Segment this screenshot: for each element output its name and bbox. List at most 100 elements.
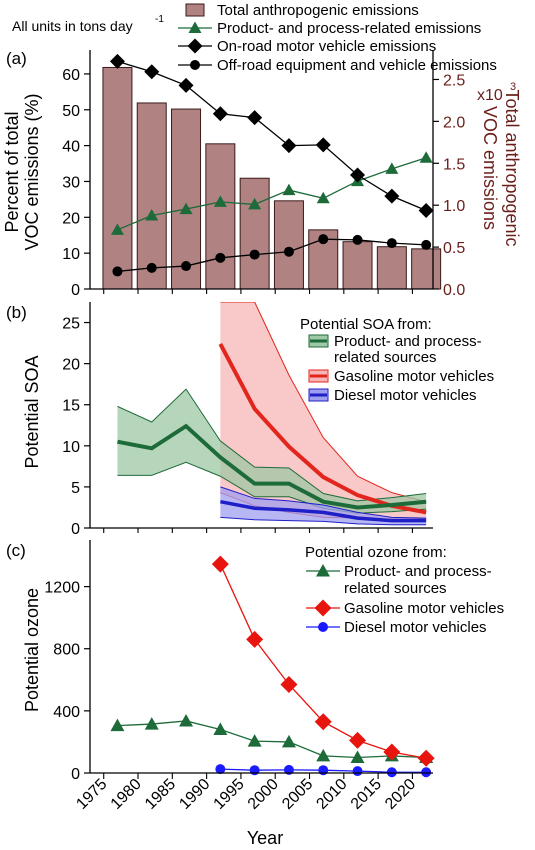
- panel-b-plot: [117, 302, 427, 526]
- total-emissions-bar: [342, 241, 373, 290]
- offroad-emissions-point: [386, 238, 397, 249]
- tick-label-c-left: 400: [53, 704, 80, 721]
- tick-label-b-left: 0: [71, 521, 80, 538]
- onroad-emissions-point: [384, 188, 400, 204]
- onroad-emissions-point: [178, 77, 194, 93]
- tick-label-x: 1985: [142, 776, 179, 813]
- total-emissions-bar: [102, 66, 133, 290]
- ozone-diesel-point: [421, 767, 432, 778]
- ozone-product-point: [179, 713, 194, 727]
- tick-label-a-right: 2.0: [443, 114, 465, 131]
- tick-label-c-left: 800: [53, 642, 80, 659]
- tick-label-x: 2005: [279, 776, 316, 813]
- offroad-emissions-line: [117, 238, 427, 273]
- legend-b-label-diesel: Diesel motor vehicles: [334, 387, 477, 404]
- tick-label-a-left: 40: [62, 139, 80, 156]
- ozone-product-point: [110, 718, 125, 732]
- product-emissions-point: [145, 209, 159, 221]
- tick-label-c-left: 1200: [44, 580, 80, 597]
- tick-label-x: 1995: [211, 776, 248, 813]
- right-multiplier: x10: [477, 87, 503, 104]
- total-emissions-bar: [376, 246, 407, 290]
- ozone-gasoline-point: [280, 675, 298, 693]
- legend-label-onroad: On-road motor vehicle emissions: [217, 38, 436, 55]
- legend-c-label-product-1: Product- and process-: [344, 563, 492, 580]
- panel-label-b: (b): [6, 303, 27, 322]
- soa-gasoline-upper-bound: [220, 302, 427, 503]
- ylabel-a-right-2: VOC emissions: [480, 106, 500, 230]
- ozone-product-point: [281, 734, 296, 748]
- product-emissions-point: [213, 195, 227, 207]
- legend-b-label-product-2: related sources: [334, 349, 437, 366]
- ozone-gasoline-point: [383, 743, 401, 761]
- offroad-emissions-point: [249, 249, 260, 260]
- tick-label-x: 2020: [382, 776, 419, 813]
- product-emissions-point: [419, 151, 433, 163]
- offroad-emissions-point: [146, 262, 157, 273]
- legend-c-marker-gasoline: [314, 599, 332, 617]
- onroad-emissions-point: [281, 138, 297, 154]
- ozone-gasoline-point: [417, 749, 435, 767]
- tick-label-a-left: 50: [62, 103, 80, 120]
- tick-label-x: 1990: [176, 776, 213, 813]
- onroad-emissions-point: [418, 202, 434, 218]
- tick-label-a-left: 30: [62, 174, 80, 191]
- legend-c-label-product-2: related sources: [344, 580, 447, 597]
- ylabel-b: Potential SOA: [22, 355, 42, 468]
- offroad-emissions-point: [421, 239, 432, 250]
- tick-label-b-left: 5: [71, 480, 80, 497]
- tick-label-c-left: 0: [71, 766, 80, 783]
- ozone-product-line: [117, 720, 427, 759]
- ozone-gasoline-point: [211, 555, 229, 573]
- ozone-gasoline-point: [349, 731, 367, 749]
- onroad-emissions-point: [109, 53, 125, 69]
- soa-product-band: [117, 389, 427, 514]
- offroad-emissions-point: [181, 261, 192, 272]
- ozone-diesel-point: [352, 766, 363, 777]
- panel-a: 0 10 20 30 40 50 60 0.0 0.5 1.0 1.5 2.0 2.5 x10 3 (a) Pe…: [2, 49, 522, 299]
- product-emissions-point: [385, 162, 399, 174]
- panel-b: 0 5 10 15 20 25 (b) Potential SOA: [6, 302, 433, 538]
- ozone-product-point: [316, 748, 331, 762]
- legend-marker-onroad: [187, 38, 203, 54]
- offroad-emissions-point: [215, 252, 226, 263]
- ozone-gasoline-point: [314, 713, 332, 731]
- legend-c: Potential ozone from: Product- and proces…: [305, 544, 504, 636]
- soa-product-line: [117, 423, 427, 510]
- onroad-emissions-point: [212, 106, 228, 122]
- panel-label-a: (a): [6, 49, 27, 68]
- tick-label-a-left: 0: [71, 282, 80, 299]
- legend-c-marker-product: [316, 564, 330, 577]
- tick-label-a-right: 1.5: [443, 156, 465, 173]
- onroad-emissions-point: [315, 137, 331, 153]
- legend-label-product: Product- and process-related emissions: [217, 20, 481, 37]
- ozone-diesel-point: [215, 764, 226, 775]
- soa-diesel-line: [220, 499, 427, 523]
- legend-c-label-gasoline: Gasoline motor vehicles: [344, 600, 504, 617]
- product-emissions-point: [316, 191, 330, 204]
- right-multiplier-exp: 3: [510, 81, 516, 93]
- onroad-emissions-point: [247, 110, 263, 126]
- tick-label-x: 2010: [313, 776, 350, 813]
- legend-b-label-gasoline: Gasoline motor vehicles: [334, 368, 494, 385]
- legend-c-label-diesel: Diesel motor vehicles: [344, 619, 487, 636]
- ylabel-a-left-2: VOC emissions (%): [22, 93, 42, 250]
- legend-label-offroad: Off-road equipment and vehicle emissions: [217, 57, 497, 74]
- tick-label-a-right: 0.5: [443, 240, 465, 257]
- legend-c-marker-diesel: [318, 622, 328, 632]
- product-emissions-point: [248, 197, 262, 210]
- tick-label-b-left: 25: [62, 316, 80, 333]
- tick-label-x: 2015: [348, 776, 385, 813]
- tick-label-b-left: 15: [62, 398, 80, 415]
- onroad-emissions-point: [144, 64, 160, 80]
- total-emissions-bar: [273, 200, 304, 290]
- tick-label-x: 1980: [108, 776, 145, 813]
- units-note: All units in tons day: [12, 18, 133, 34]
- offroad-emissions-point: [112, 266, 123, 277]
- ozone-gasoline-point: [246, 630, 264, 648]
- offroad-emissions-point: [352, 234, 363, 245]
- soa-diesel-upper-bound: [220, 486, 427, 519]
- product-emissions-point: [110, 223, 124, 235]
